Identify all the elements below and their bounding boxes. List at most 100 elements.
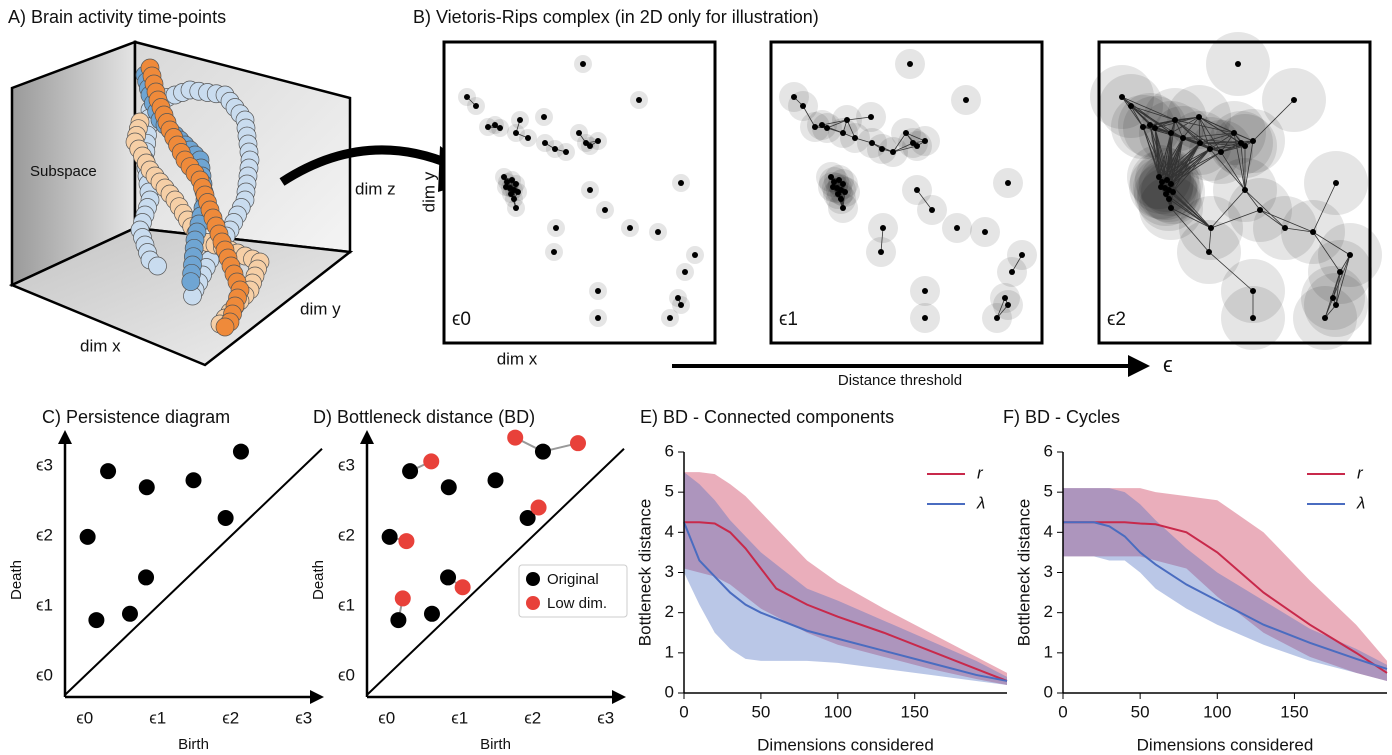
point <box>1009 269 1015 275</box>
edge <box>1168 148 1211 191</box>
edge <box>1130 105 1144 128</box>
edge <box>916 189 933 211</box>
point <box>1282 225 1288 231</box>
edge <box>1209 132 1235 150</box>
y-tick-label: ϵ2 <box>36 526 53 545</box>
point <box>1156 174 1162 180</box>
point <box>580 61 586 67</box>
edge <box>1154 127 1172 185</box>
point <box>835 191 841 197</box>
point <box>1172 117 1178 123</box>
point <box>1242 143 1248 149</box>
edge <box>1209 148 1246 191</box>
point <box>551 249 557 255</box>
point <box>464 94 470 100</box>
point <box>1168 205 1174 211</box>
subspace-label: Subspace <box>30 163 97 180</box>
point <box>79 528 96 545</box>
point <box>492 122 498 128</box>
y-tick-label: 2 <box>1044 602 1053 621</box>
point <box>1218 149 1224 155</box>
chart-title: D) Bottleneck distance (BD) <box>313 407 535 427</box>
point <box>878 249 884 255</box>
line <box>683 521 1008 682</box>
edge <box>1259 209 1314 233</box>
edge <box>1208 227 1212 253</box>
point <box>844 117 850 123</box>
x-axis-label: Dimensions considered <box>1137 735 1314 754</box>
point <box>1333 180 1339 186</box>
point <box>542 140 548 146</box>
x-tick-label: 100 <box>824 702 852 721</box>
y-tick-label: 3 <box>1044 562 1053 581</box>
point <box>1019 252 1025 258</box>
point <box>682 269 688 275</box>
point <box>440 479 457 496</box>
edge <box>1259 209 1286 229</box>
point <box>485 124 491 130</box>
y-tick-label: ϵ3 <box>36 456 53 475</box>
point <box>541 114 547 120</box>
point <box>994 315 1000 321</box>
point <box>1322 315 1328 321</box>
point <box>903 130 909 136</box>
point <box>1158 184 1164 190</box>
point <box>1005 180 1011 186</box>
edge <box>1170 183 1212 229</box>
edge <box>1154 127 1168 181</box>
x-tick-label: 0 <box>1058 702 1067 721</box>
point <box>1128 103 1134 109</box>
point <box>1242 187 1248 193</box>
frame <box>442 40 717 345</box>
point <box>423 453 440 470</box>
point <box>1164 177 1170 183</box>
line <box>684 521 1008 682</box>
edge <box>1198 116 1246 147</box>
legend-label: r <box>977 463 984 482</box>
edge <box>1284 227 1314 233</box>
point <box>587 143 593 149</box>
point <box>1196 114 1202 120</box>
y-axis-label: Bottleneck distance <box>1014 499 1033 646</box>
y-axis-label: Death <box>8 560 25 600</box>
y-axis-label: Death <box>310 560 327 600</box>
point <box>922 138 928 144</box>
point <box>1330 295 1336 301</box>
point <box>595 315 601 321</box>
edge <box>1199 140 1254 144</box>
point <box>1170 189 1176 195</box>
y-tick-label: 0 <box>1044 682 1053 701</box>
point <box>636 97 642 103</box>
x-tick-label: 50 <box>1131 702 1150 721</box>
edge <box>846 116 872 121</box>
x-tick-label: ϵ0 <box>378 708 395 727</box>
edge <box>1312 231 1341 273</box>
edge <box>1324 271 1341 319</box>
x-axis-label: Dimensions considered <box>757 735 934 754</box>
point <box>812 124 818 130</box>
edge <box>1332 254 1351 299</box>
point <box>1250 138 1256 144</box>
edge <box>996 297 1006 319</box>
edge <box>1158 148 1211 178</box>
x-tick-label: ϵ3 <box>597 708 614 727</box>
axis-label: dim x <box>80 336 121 355</box>
point <box>1250 315 1256 321</box>
x-tick-label: 100 <box>1203 702 1231 721</box>
edge <box>1154 127 1166 189</box>
point <box>929 207 935 213</box>
point <box>914 143 920 149</box>
point <box>440 569 457 586</box>
point <box>595 138 601 144</box>
point <box>508 191 514 197</box>
y-tick-label: 1 <box>665 642 674 661</box>
point <box>831 179 837 185</box>
edge <box>1170 207 1210 253</box>
point <box>509 177 515 183</box>
point <box>423 605 440 622</box>
point <box>675 295 681 301</box>
edge <box>1220 132 1235 153</box>
edge <box>1158 142 1201 178</box>
point <box>138 569 155 586</box>
point <box>840 181 846 187</box>
